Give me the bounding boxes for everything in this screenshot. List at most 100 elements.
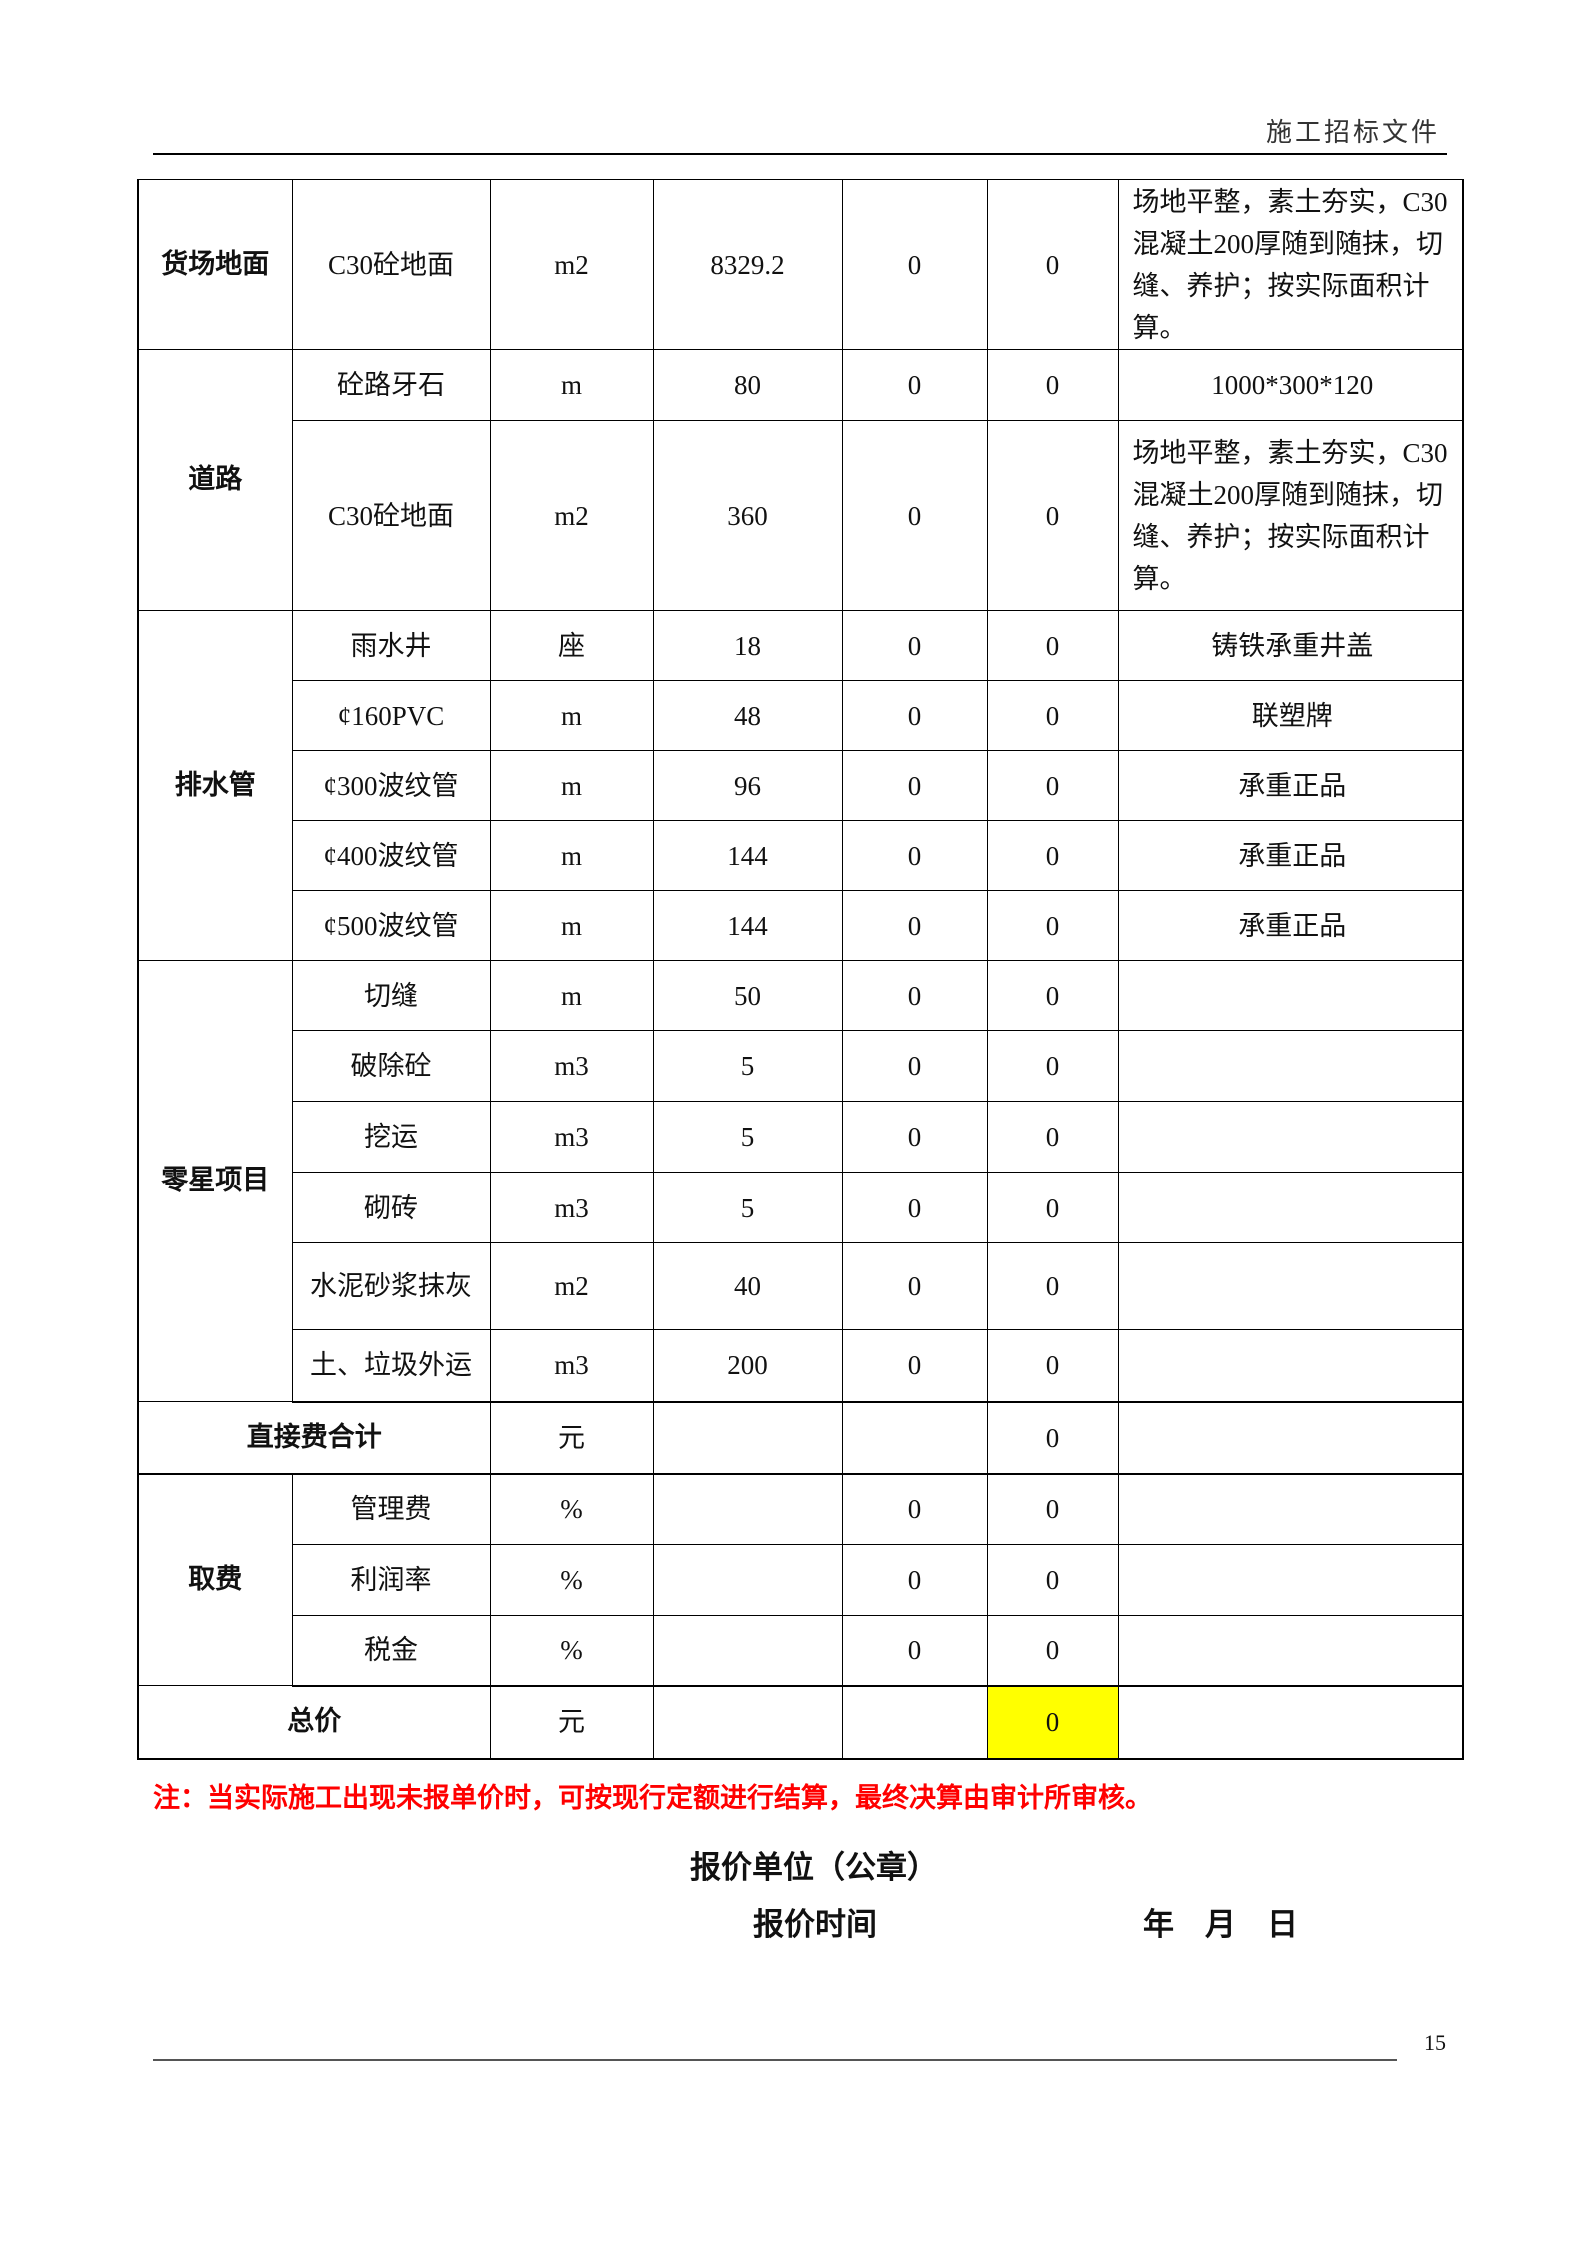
- item-name: 税金: [291, 1615, 491, 1687]
- table-row: 土、垃圾外运 m3 200 0 0: [138, 1329, 1464, 1403]
- quantity: 5: [652, 1101, 843, 1173]
- remark: [1117, 960, 1464, 1031]
- unit: 元: [489, 1685, 654, 1759]
- amount: 0: [986, 680, 1119, 751]
- total-label: 总价: [137, 1685, 491, 1759]
- amount: 0: [986, 890, 1119, 961]
- remark: 1000*300*120: [1117, 349, 1464, 421]
- remark: [1117, 1329, 1464, 1403]
- amount: 0: [986, 1329, 1119, 1403]
- unit-price: 0: [841, 1172, 988, 1243]
- unit: %: [489, 1544, 654, 1616]
- amount: 0: [986, 179, 1119, 350]
- remark: [1117, 1473, 1464, 1545]
- quantity: 5: [652, 1172, 843, 1243]
- unit-price: 0: [841, 820, 988, 891]
- unit-price: 0: [841, 420, 988, 611]
- category-cell: 零星项目: [137, 960, 293, 1402]
- unit-price: [841, 1401, 988, 1475]
- direct-total-row: 直接费合计元 0: [137, 1401, 1464, 1475]
- amount: 0: [986, 820, 1119, 891]
- footnote: 注：当实际施工出现未报单价时，可按现行定额进行结算，最终决算由审计所审核。: [153, 1783, 1152, 1814]
- unit-price: 0: [841, 1242, 988, 1330]
- amount: 0: [986, 1030, 1119, 1102]
- quantity: [652, 1615, 843, 1687]
- table-row: 取费 管理费% 0 0: [137, 1473, 1464, 1686]
- unit-price: 0: [841, 1544, 988, 1616]
- item-name: 砌砖: [291, 1172, 491, 1243]
- unit-price: 0: [841, 1615, 988, 1687]
- unit: 座: [489, 610, 654, 681]
- remark: [1117, 1172, 1464, 1243]
- quote-time-label: 报价时间: [753, 1907, 877, 1943]
- remark: 场地平整，素土夯实，C30混凝土200厚随到随抹，切缝、养护；按实际面积计算。: [1117, 420, 1464, 611]
- quantity: 360: [652, 420, 843, 611]
- category-cell: 货场地面: [137, 179, 293, 350]
- quantity: 144: [652, 890, 843, 961]
- remark: [1117, 1030, 1464, 1102]
- quantity: 40: [652, 1242, 843, 1330]
- quantity: 144: [652, 820, 843, 891]
- footer-divider: [153, 2059, 1397, 2061]
- quantity: 8329.2: [652, 179, 843, 350]
- unit-price: 0: [841, 1473, 988, 1545]
- amount: 0: [986, 1242, 1119, 1330]
- table-row: 税金% 0 0: [138, 1615, 1464, 1687]
- quantity: [652, 1401, 843, 1475]
- item-name: ¢500波纹管: [291, 890, 491, 961]
- remark: [1117, 1544, 1464, 1616]
- table-row: 挖运 m3 5 0 0: [138, 1101, 1464, 1173]
- grand-total-row: 总价元 0: [137, 1685, 1464, 1759]
- remark: [1117, 1401, 1464, 1475]
- item-name: ¢160PVC: [291, 680, 491, 751]
- table-row: ¢160PVC m 48 0 0 联塑牌: [138, 680, 1464, 751]
- remark: [1117, 1685, 1464, 1759]
- category-cell: 排水管: [137, 610, 293, 961]
- total-amount: 0: [986, 1685, 1119, 1759]
- quantity: 200: [652, 1329, 843, 1403]
- total-amount: 0: [986, 1401, 1119, 1475]
- item-name: 利润率: [291, 1544, 491, 1616]
- table-row: 零星项目 切缝 m 50 0 0: [137, 960, 1464, 1402]
- unit: m: [489, 890, 654, 961]
- quote-unit-seal-label: 报价单位（公章）: [690, 1850, 938, 1886]
- quantity: [652, 1685, 843, 1759]
- unit-price: 0: [841, 349, 988, 421]
- table-row: ¢300波纹管 m 96 0 0 承重正品: [138, 750, 1464, 821]
- item-name: 雨水井: [291, 610, 491, 681]
- remark: [1117, 1242, 1464, 1330]
- quantity: 96: [652, 750, 843, 821]
- unit: m: [489, 820, 654, 891]
- item-name: 挖运: [291, 1101, 491, 1173]
- item-name: ¢300波纹管: [291, 750, 491, 821]
- remark: 联塑牌: [1117, 680, 1464, 751]
- remark: 承重正品: [1117, 750, 1464, 821]
- table-row: 砌砖 m3 5 0 0: [138, 1172, 1464, 1243]
- remark: [1117, 1615, 1464, 1687]
- total-label: 直接费合计: [137, 1401, 491, 1475]
- quantity: [652, 1473, 843, 1545]
- remark: [1117, 1101, 1464, 1173]
- item-name: 土、垃圾外运: [291, 1329, 491, 1403]
- amount: 0: [986, 420, 1119, 611]
- unit: 元: [489, 1401, 654, 1475]
- amount: 0: [986, 960, 1119, 1031]
- unit-price: 0: [841, 179, 988, 350]
- table-row: 破除砼 m3 5 0 0: [138, 1030, 1464, 1102]
- table-row: 排水管 雨水井座 18 0 0 铸铁承重井盖: [137, 610, 1464, 961]
- table-row: ¢500波纹管 m 144 0 0 承重正品: [138, 890, 1464, 961]
- amount: 0: [986, 1172, 1119, 1243]
- unit-price: 0: [841, 750, 988, 821]
- remark: 铸铁承重井盖: [1117, 610, 1464, 681]
- unit-price: 0: [841, 610, 988, 681]
- amount: 0: [986, 349, 1119, 421]
- unit-price: [841, 1685, 988, 1759]
- item-name: 砼路牙石: [291, 349, 491, 421]
- page-number: 15: [1424, 2030, 1446, 2055]
- unit-price: 0: [841, 1030, 988, 1102]
- unit-price: 0: [841, 1329, 988, 1403]
- item-name: 破除砼: [291, 1030, 491, 1102]
- table-row: ¢400波纹管 m 144 0 0 承重正品: [138, 820, 1464, 891]
- document-header-title: 施工招标文件: [1265, 118, 1440, 147]
- unit: m3: [489, 1030, 654, 1102]
